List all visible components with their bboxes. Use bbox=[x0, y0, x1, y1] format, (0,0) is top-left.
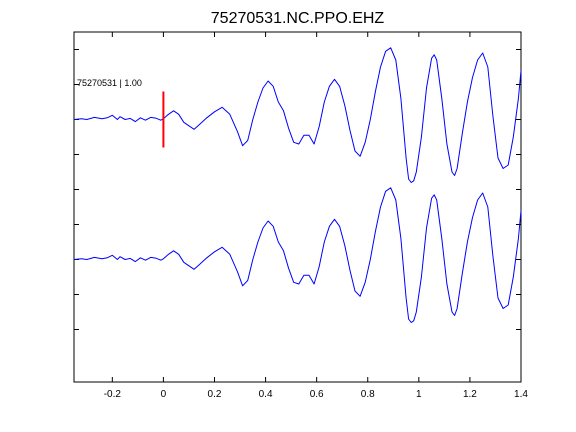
x-tick-label: 0 bbox=[161, 389, 167, 400]
x-tick-label: -0.2 bbox=[104, 389, 122, 400]
x-tick-label: 1.4 bbox=[514, 389, 528, 400]
x-tick-label: 1 bbox=[416, 389, 422, 400]
waveform-trace-1 bbox=[73, 47, 522, 183]
waveform-traces bbox=[73, 47, 522, 323]
axis-ticks: -0.2 0 0.2 0.4 0.6 0.8 1 1.2 1.4 bbox=[74, 32, 528, 400]
x-tick-label: 0.2 bbox=[208, 389, 222, 400]
plot-area-frame bbox=[73, 31, 522, 383]
x-tick-label: 1.2 bbox=[463, 389, 477, 400]
x-tick-label: 0.6 bbox=[310, 389, 324, 400]
trace-annotation: 75270531 | 1.00 bbox=[77, 78, 142, 88]
waveform-trace-2 bbox=[73, 187, 522, 323]
x-tick-label: 0.4 bbox=[259, 389, 273, 400]
x-tick-label: 0.8 bbox=[361, 389, 375, 400]
chart-title: 75270531.NC.PPO.EHZ bbox=[211, 10, 385, 27]
